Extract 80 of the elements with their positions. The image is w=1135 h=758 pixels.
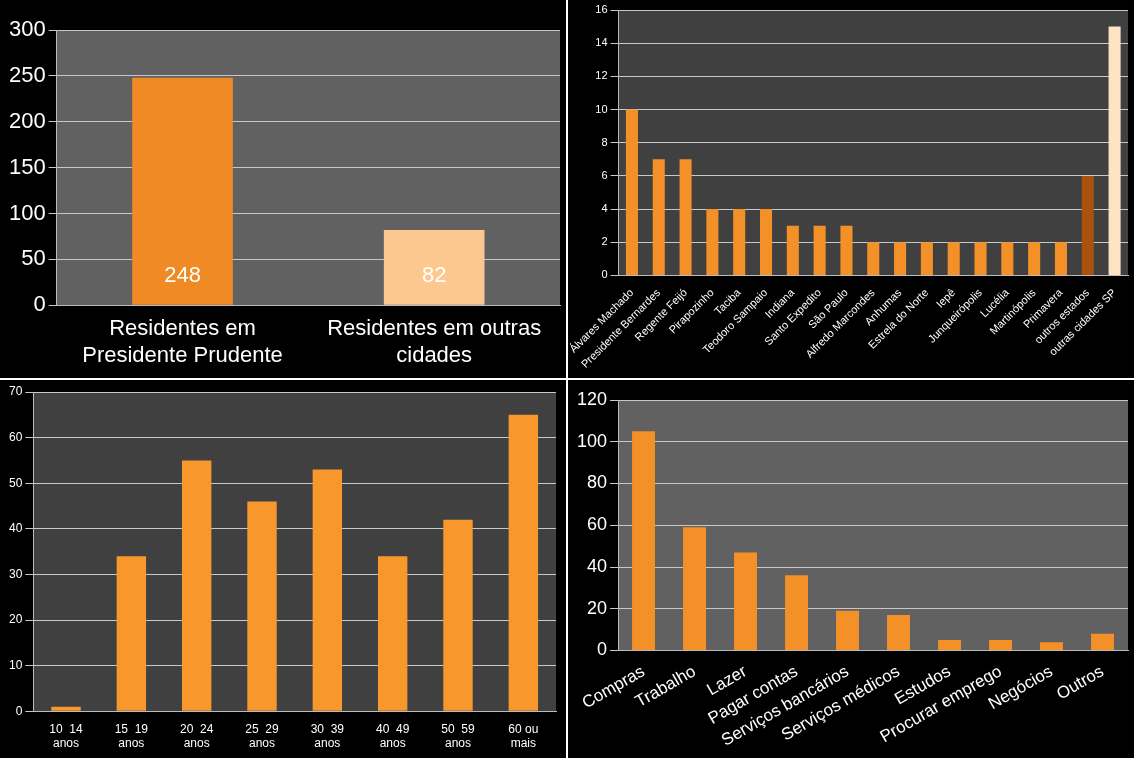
bar — [734, 552, 757, 651]
bar — [974, 242, 987, 275]
bar — [867, 242, 880, 275]
bar — [1081, 175, 1094, 275]
x-tick-label: Residentes em Presidente Prudente — [82, 315, 283, 367]
x-tick-label: 10 14 anos — [49, 721, 84, 751]
y-tick-label: 40 — [8, 521, 23, 536]
y-tick-label: 14 — [595, 36, 608, 49]
x-tick-label: 30 39 anos — [310, 721, 345, 751]
y-tick-label: 80 — [587, 472, 608, 493]
y-tick-label: 16 — [595, 3, 608, 16]
y-tick-label: 10 — [8, 657, 23, 672]
y-tick-label: 50 — [8, 475, 23, 490]
bar — [989, 640, 1012, 651]
bar — [759, 209, 773, 275]
x-tick-label: 15 19 anos — [114, 721, 149, 751]
y-tick-label: 150 — [8, 153, 46, 179]
bar — [836, 610, 859, 651]
y-tick-label: 12 — [595, 69, 608, 82]
bar — [312, 469, 343, 711]
y-tick-label: 0 — [597, 639, 608, 660]
bar — [840, 225, 853, 275]
bar — [377, 556, 408, 711]
bar — [733, 209, 746, 275]
bar — [116, 556, 147, 711]
y-tick-label: 0 — [15, 703, 23, 718]
bar — [1108, 26, 1121, 275]
y-tick-label: 60 — [587, 514, 608, 535]
x-tick-label: 60 ou mais — [508, 721, 539, 751]
x-tick-label: 40 49 anos — [375, 721, 410, 751]
y-tick-label: 30 — [8, 566, 23, 581]
bar — [786, 225, 799, 275]
bar — [894, 242, 907, 275]
y-tick-label: 10 — [595, 102, 608, 115]
x-tick-label: 50 59 anos — [441, 721, 475, 751]
y-tick-label: 50 — [21, 245, 46, 271]
y-tick-label: 250 — [8, 61, 46, 87]
bar — [1091, 633, 1114, 651]
bar — [706, 209, 719, 275]
y-tick-label: 100 — [576, 430, 608, 451]
bar — [679, 159, 692, 275]
bar — [920, 242, 933, 275]
y-tick-label: 0 — [601, 268, 608, 281]
bar — [625, 109, 638, 275]
data-label: 248 — [164, 262, 201, 288]
x-tick-label: 25 29 anos — [245, 721, 280, 751]
y-tick-label: 100 — [8, 199, 46, 225]
bar — [652, 159, 665, 275]
x-tick-label: 20 24 anos — [179, 721, 214, 751]
bar — [51, 706, 81, 711]
bar — [443, 519, 473, 711]
data-label: 82 — [421, 262, 447, 288]
bar — [247, 501, 277, 711]
x-tick-label: Residentes em outras cidades — [327, 315, 542, 367]
y-tick-label: 20 — [8, 612, 23, 627]
y-tick-label: 120 — [576, 388, 608, 409]
bar — [508, 414, 539, 711]
bar — [938, 640, 961, 651]
bar — [683, 527, 706, 651]
y-tick-label: 200 — [8, 107, 46, 133]
bar — [1028, 242, 1041, 275]
y-tick-label: 0 — [33, 291, 46, 317]
bar — [1040, 642, 1063, 651]
y-tick-label: 4 — [601, 202, 608, 215]
bar — [1054, 242, 1067, 275]
bar — [1001, 242, 1014, 275]
bar — [632, 431, 656, 651]
y-tick-label: 6 — [601, 168, 608, 181]
y-tick-label: 8 — [601, 135, 608, 148]
bar — [785, 575, 808, 651]
bar — [947, 242, 960, 275]
y-tick-label: 2 — [601, 235, 608, 248]
y-tick-label: 20 — [587, 597, 608, 618]
y-tick-label: 60 — [8, 429, 23, 444]
bar — [813, 225, 826, 275]
y-tick-label: 70 — [8, 384, 23, 399]
y-tick-label: 300 — [8, 16, 46, 42]
bar — [887, 615, 910, 651]
bar — [181, 460, 212, 711]
y-tick-label: 40 — [587, 555, 608, 576]
